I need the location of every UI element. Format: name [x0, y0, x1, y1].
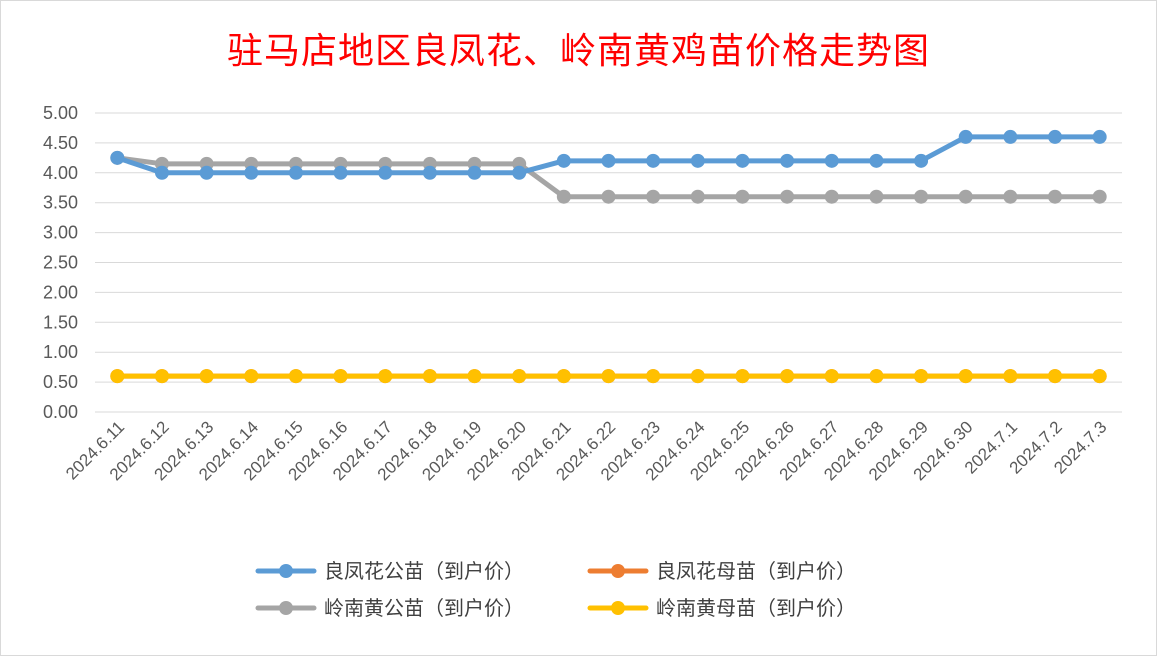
- y-axis-ticks: 0.00 0.50 1.00 1.50 2.00 2.50 3.00 3.50 4.00 4.50…: [43, 103, 78, 422]
- data-point: [1048, 129, 1063, 144]
- data-point: [512, 165, 527, 180]
- legend-label: 岭南黄公苗（到户价）: [324, 596, 524, 620]
- data-point: [244, 165, 259, 180]
- data-point: [378, 165, 393, 180]
- series-1: [110, 129, 1107, 180]
- data-point: [646, 153, 661, 168]
- data-point: [333, 369, 348, 384]
- data-point: [824, 189, 839, 204]
- data-point: [244, 369, 259, 384]
- legend-item: 岭南黄公苗（到户价）: [255, 596, 524, 620]
- data-point: [601, 369, 616, 384]
- legend-item: 岭南黄母苗（到户价）: [587, 596, 856, 620]
- gridlines: [95, 112, 1122, 413]
- data-point: [914, 189, 929, 204]
- data-point: [288, 369, 303, 384]
- data-point: [422, 165, 437, 180]
- data-point: [1092, 369, 1107, 384]
- y-tick-label: 2.00: [43, 282, 78, 302]
- data-point: [467, 165, 482, 180]
- data-point: [780, 153, 795, 168]
- data-point: [690, 369, 705, 384]
- legend-label: 良凤花母苗（到户价）: [656, 559, 856, 583]
- data-point: [780, 189, 795, 204]
- data-point: [914, 153, 929, 168]
- legend-marker: [279, 564, 293, 578]
- data-point: [735, 189, 750, 204]
- data-point: [735, 369, 750, 384]
- data-point: [646, 369, 661, 384]
- data-point: [1048, 369, 1063, 384]
- legend-label: 良凤花公苗（到户价）: [324, 559, 524, 583]
- data-point: [914, 369, 929, 384]
- data-point: [154, 369, 169, 384]
- y-tick-label: 2.50: [43, 253, 78, 273]
- data-point: [110, 369, 125, 384]
- y-tick-label: 3.50: [43, 193, 78, 213]
- data-point: [556, 189, 571, 204]
- data-point: [288, 165, 303, 180]
- data-point: [958, 369, 973, 384]
- y-tick-label: 0.00: [43, 402, 78, 422]
- legend-marker: [279, 601, 293, 615]
- y-tick-label: 1.50: [43, 312, 78, 332]
- data-point: [556, 153, 571, 168]
- data-point: [824, 153, 839, 168]
- chart-title: 驻马店地区良凤花、岭南黄鸡苗价格走势图: [226, 31, 930, 72]
- data-point: [869, 189, 884, 204]
- data-point: [110, 150, 125, 165]
- legend-marker: [611, 601, 625, 615]
- data-point: [824, 369, 839, 384]
- data-point: [958, 189, 973, 204]
- data-point: [735, 153, 750, 168]
- data-point: [780, 369, 795, 384]
- data-point: [1048, 189, 1063, 204]
- data-point: [1092, 129, 1107, 144]
- legend-marker: [611, 564, 625, 578]
- data-point: [646, 189, 661, 204]
- data-point: [690, 189, 705, 204]
- y-tick-label: 1.00: [43, 342, 78, 362]
- data-point: [422, 369, 437, 384]
- data-point: [690, 153, 705, 168]
- data-point: [154, 165, 169, 180]
- data-point: [869, 153, 884, 168]
- data-point: [556, 369, 571, 384]
- data-point: [601, 153, 616, 168]
- data-point: [869, 369, 884, 384]
- legend-label: 岭南黄母苗（到户价）: [656, 596, 856, 620]
- data-point: [1003, 129, 1018, 144]
- y-tick-label: 4.00: [43, 163, 78, 183]
- data-point: [467, 369, 482, 384]
- y-tick-label: 3.00: [43, 223, 78, 243]
- data-point: [378, 369, 393, 384]
- y-tick-label: 5.00: [43, 103, 78, 123]
- data-point: [1003, 189, 1018, 204]
- legend-item: 良凤花母苗（到户价）: [587, 559, 856, 583]
- data-point: [1092, 189, 1107, 204]
- series-4: [110, 369, 1107, 384]
- data-point: [958, 129, 973, 144]
- y-tick-label: 0.50: [43, 372, 78, 392]
- data-point: [1003, 369, 1018, 384]
- data-point: [199, 165, 214, 180]
- legend: 良凤花公苗（到户价） 良凤花母苗（到户价） 岭南黄公苗（到户价） 岭南黄母苗（到户价）: [255, 559, 856, 620]
- data-point: [512, 369, 527, 384]
- x-axis-ticks: 2024.6.112024.6.122024.6.132024.6.142024…: [62, 417, 1110, 484]
- legend-item: 良凤花公苗（到户价）: [255, 559, 524, 583]
- data-point: [199, 369, 214, 384]
- data-point: [333, 165, 348, 180]
- data-point: [601, 189, 616, 204]
- y-tick-label: 4.50: [43, 133, 78, 153]
